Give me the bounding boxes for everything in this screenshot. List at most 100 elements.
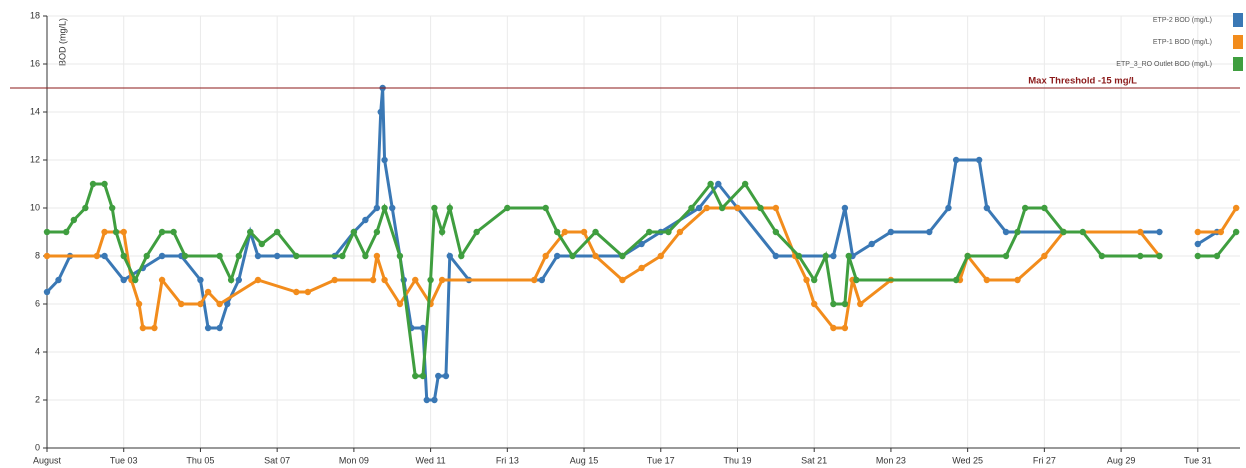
x-tick-label: Tue 03 [110, 455, 138, 465]
data-point [151, 324, 158, 332]
data-point [841, 204, 849, 212]
data-point [293, 288, 300, 296]
data-point [1014, 276, 1021, 284]
data-point [293, 252, 300, 260]
data-point [181, 252, 189, 260]
data-point [830, 300, 837, 308]
data-point [1137, 252, 1144, 260]
data-point [381, 204, 388, 212]
data-point [926, 228, 933, 236]
legend-label: ETP-1 BOD (mg/L) [1153, 39, 1212, 46]
data-point [197, 300, 204, 308]
data-point [1098, 252, 1106, 260]
data-point [887, 228, 895, 236]
data-point [952, 156, 960, 164]
data-point [373, 204, 381, 212]
data-point [811, 300, 818, 308]
data-point [975, 156, 983, 164]
data-point [657, 252, 664, 260]
data-point [423, 396, 430, 404]
data-point [438, 228, 446, 236]
data-point [412, 276, 419, 284]
data-point [822, 252, 829, 260]
data-point [419, 372, 427, 380]
legend-label: ETP_3_RO Outlet BOD (mg/L) [1116, 61, 1212, 68]
data-point [734, 204, 741, 212]
data-point [247, 228, 254, 236]
y-tick-label: 2 [35, 394, 40, 404]
x-tick-label: Mon 23 [876, 455, 906, 465]
x-tick-label: August [33, 455, 62, 465]
data-point [553, 252, 561, 260]
data-point [389, 204, 396, 212]
data-point [109, 204, 116, 212]
data-point [853, 276, 860, 284]
data-point [592, 228, 599, 236]
data-point [1217, 228, 1225, 236]
data-point [676, 228, 684, 236]
data-point [458, 252, 465, 260]
x-tick-label: Tue 17 [647, 455, 675, 465]
y-tick-label: 8 [35, 250, 40, 260]
data-point [741, 180, 749, 188]
data-point [841, 324, 849, 332]
data-point [427, 276, 434, 284]
data-point [101, 228, 108, 236]
data-point [273, 228, 281, 236]
data-point [945, 204, 952, 212]
data-point [952, 276, 960, 284]
data-point [158, 276, 166, 284]
data-point [235, 252, 243, 260]
y-tick-label: 4 [35, 346, 40, 356]
data-point [227, 276, 235, 284]
data-point [235, 276, 243, 284]
data-point [204, 324, 212, 332]
data-point [592, 252, 599, 260]
data-point [158, 252, 166, 260]
data-point [412, 372, 419, 380]
data-point [772, 228, 780, 236]
y-tick-label: 14 [30, 106, 40, 116]
data-point [504, 204, 511, 212]
legend-swatch [1233, 57, 1243, 71]
data-point [216, 252, 223, 260]
data-point [435, 372, 442, 380]
x-tick-label: Aug 15 [570, 455, 599, 465]
data-point [1232, 204, 1240, 212]
data-point [1041, 252, 1048, 260]
data-point [638, 240, 645, 248]
data-point [580, 228, 588, 236]
data-point [841, 300, 849, 308]
data-point [135, 300, 143, 308]
data-point [362, 252, 369, 260]
data-point [715, 180, 722, 188]
data-point [688, 204, 695, 212]
data-point [419, 324, 427, 332]
data-point [757, 204, 764, 212]
data-point [1021, 204, 1029, 212]
data-point [1232, 228, 1240, 236]
data-point [638, 264, 645, 272]
data-point [101, 252, 108, 260]
data-point [830, 252, 837, 260]
data-point [170, 228, 177, 236]
data-point [43, 228, 51, 236]
data-point [703, 204, 710, 212]
data-point [542, 252, 549, 260]
data-point [350, 228, 358, 236]
data-point [438, 276, 446, 284]
data-point [795, 252, 803, 260]
data-point [772, 204, 780, 212]
data-point [339, 252, 346, 260]
data-point [112, 228, 120, 236]
data-point [868, 240, 875, 248]
data-point [1041, 204, 1048, 212]
data-point [1156, 228, 1163, 236]
data-point [381, 156, 388, 164]
x-tick-label: Sat 07 [264, 455, 290, 465]
data-point [857, 300, 864, 308]
data-point [1194, 240, 1202, 248]
data-point [55, 276, 62, 284]
data-point [811, 276, 818, 284]
